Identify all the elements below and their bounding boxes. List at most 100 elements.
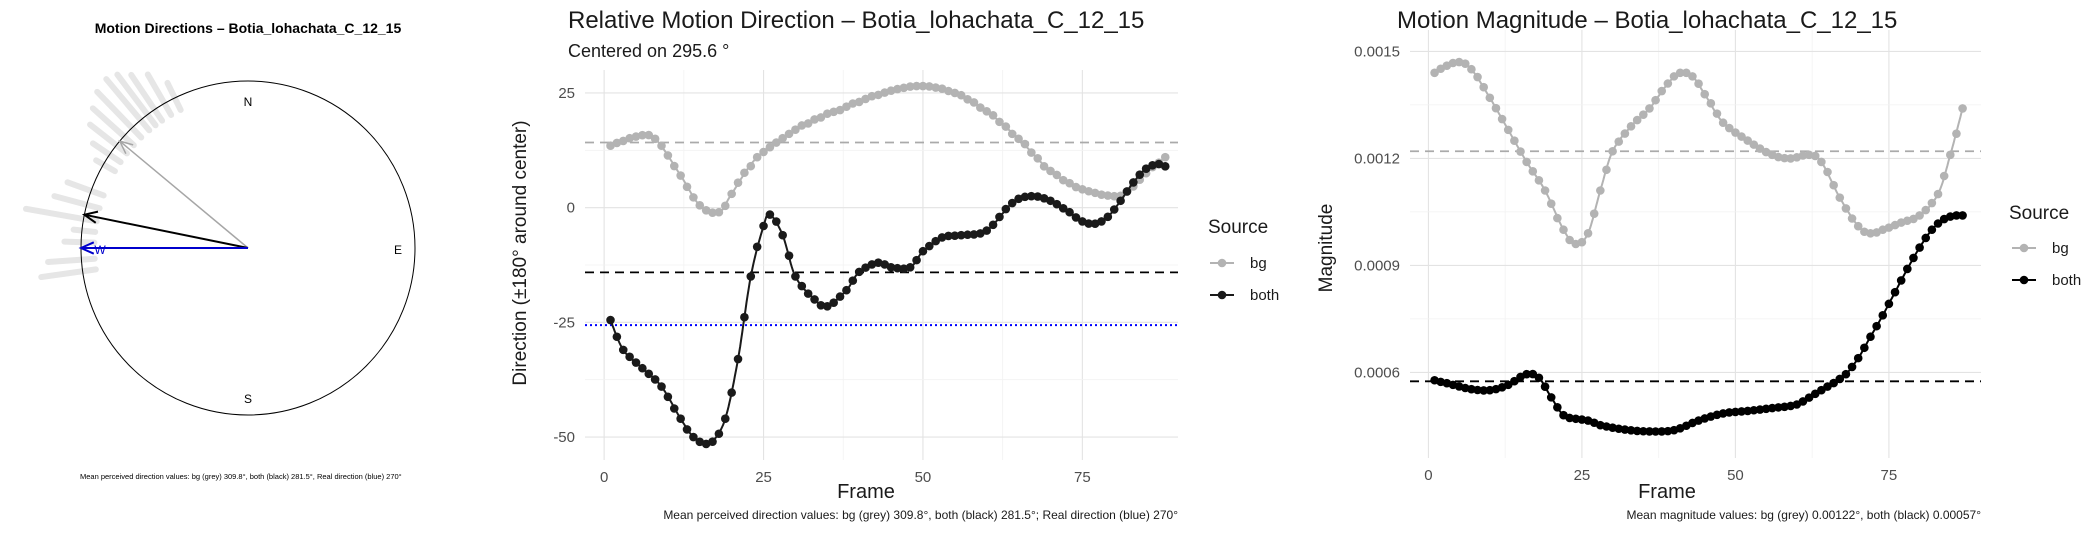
y-tick-label: 0.0009 — [1354, 257, 1400, 274]
bg-data-point — [842, 102, 851, 112]
direction-panel: Relative Motion Direction – Botia_lohach… — [500, 0, 1300, 533]
bg-data-point — [1546, 199, 1556, 209]
both-data-point — [1896, 276, 1906, 285]
bg-data-point — [1001, 122, 1011, 131]
bg-data-point — [1027, 148, 1036, 157]
both-data-point — [1958, 211, 1967, 220]
both-data-point — [1129, 178, 1138, 187]
bg-data-point — [1046, 166, 1055, 176]
bg-data-point — [963, 95, 972, 104]
bg-data-point — [1065, 178, 1074, 188]
bg-data-point — [778, 133, 787, 143]
both-data-point — [925, 241, 934, 251]
x-tick-label: 25 — [755, 469, 772, 486]
both-data-point — [1909, 253, 1918, 263]
bg-data-point — [1559, 225, 1568, 235]
both-data-point — [835, 292, 845, 301]
compass-label-e: E — [394, 243, 402, 257]
magnitude-gridlines — [1410, 30, 1981, 458]
both-data-point — [1058, 204, 1068, 213]
bg-data-point — [1103, 191, 1113, 200]
both-data-point — [995, 212, 1004, 222]
bg-data-point — [1810, 151, 1820, 161]
both-data-point — [1122, 187, 1132, 196]
bg-data-point — [1632, 115, 1642, 125]
bg-data-point — [912, 81, 921, 91]
x-tick-label: 0 — [600, 469, 608, 486]
bg-data-point — [1694, 79, 1703, 89]
bg-data-point — [771, 138, 781, 147]
both-data-point — [733, 354, 743, 364]
bg-data-point — [1479, 82, 1488, 92]
bg-data-point — [1700, 89, 1710, 99]
bg-data-point — [1577, 237, 1587, 247]
both-data-point — [918, 246, 928, 256]
bg-data-point — [720, 201, 730, 211]
real-arrowhead — [78, 241, 95, 255]
bg-data-point — [1596, 186, 1605, 195]
bg-data-point — [1731, 128, 1740, 137]
both-data-point — [1522, 369, 1531, 379]
both-data-point — [778, 230, 787, 240]
both-data-point — [1731, 407, 1740, 417]
both-data-point — [803, 289, 813, 298]
bg-data-point — [893, 84, 902, 94]
bg-data-point — [1602, 165, 1611, 175]
bg-data-point — [1663, 79, 1673, 88]
faded-direction-ray — [164, 79, 184, 113]
direction-ylabel: Direction (±180° around center) — [510, 120, 531, 385]
both-data-point — [931, 236, 940, 246]
bg-data-point — [1927, 198, 1937, 208]
bg-data-point — [695, 201, 705, 210]
bg-data-point — [1540, 186, 1550, 195]
both-series-line — [1434, 214, 1963, 433]
both-data-point — [1915, 243, 1924, 252]
bg-arrowhead — [118, 139, 134, 155]
magnitude-panel: Motion Magnitude – Botia_lohachata_C_12_… — [1300, 0, 2100, 533]
bg-data-point — [1921, 205, 1931, 215]
bg-data-point — [1688, 72, 1697, 81]
legend-key-point — [1217, 290, 1227, 300]
y-tick-label: 0.0012 — [1354, 150, 1400, 167]
magnitude-xlabel: Frame — [1638, 481, 1696, 503]
bg-data-point — [1460, 59, 1470, 68]
both-data-point — [1052, 199, 1062, 209]
faded-direction-ray — [114, 71, 159, 129]
both-data-point — [905, 262, 915, 272]
bg-data-point — [1915, 211, 1924, 220]
both-data-point — [861, 263, 870, 272]
legend-key-point — [2019, 275, 2029, 285]
both-data-point — [1020, 192, 1030, 202]
bg-data-point — [1020, 139, 1030, 149]
bg-data-point — [1052, 170, 1062, 180]
bg-data-point — [746, 161, 756, 171]
compass-chart: Motion Directions – Botia_lohachata_C_12… — [22, 20, 416, 481]
magnitude-ylabel: Magnitude — [1316, 204, 1337, 293]
both-data-point — [791, 272, 800, 281]
x-tick-label: 75 — [1074, 469, 1091, 486]
faded-direction-ray — [61, 238, 98, 246]
both-data-point — [650, 375, 660, 384]
both-data-point — [912, 255, 921, 265]
legend-entry-bg: bg — [2052, 240, 2069, 257]
bg-data-point — [759, 147, 768, 157]
both-data-point — [810, 295, 819, 304]
bg-data-point — [714, 207, 724, 217]
bg-data-point — [969, 98, 979, 107]
bg-data-point — [791, 125, 800, 134]
both-data-point — [1546, 393, 1556, 402]
bg-data-point — [1553, 213, 1562, 223]
bg-data-point — [1058, 175, 1068, 185]
bg-data-point — [925, 82, 934, 91]
legend-key-point — [2019, 243, 2029, 253]
bg-data-point — [682, 182, 692, 192]
both-arrowhead — [81, 210, 99, 224]
bg-data-point — [1749, 140, 1759, 149]
bg-data-point — [1039, 162, 1049, 171]
bg-data-point — [740, 168, 749, 178]
both-data-point — [746, 272, 756, 281]
bg-data-point — [1847, 214, 1857, 223]
bg-data-point — [1645, 104, 1654, 113]
compass-caption: Mean perceived direction values: bg (gre… — [80, 472, 402, 481]
both-data-point — [1116, 196, 1125, 206]
